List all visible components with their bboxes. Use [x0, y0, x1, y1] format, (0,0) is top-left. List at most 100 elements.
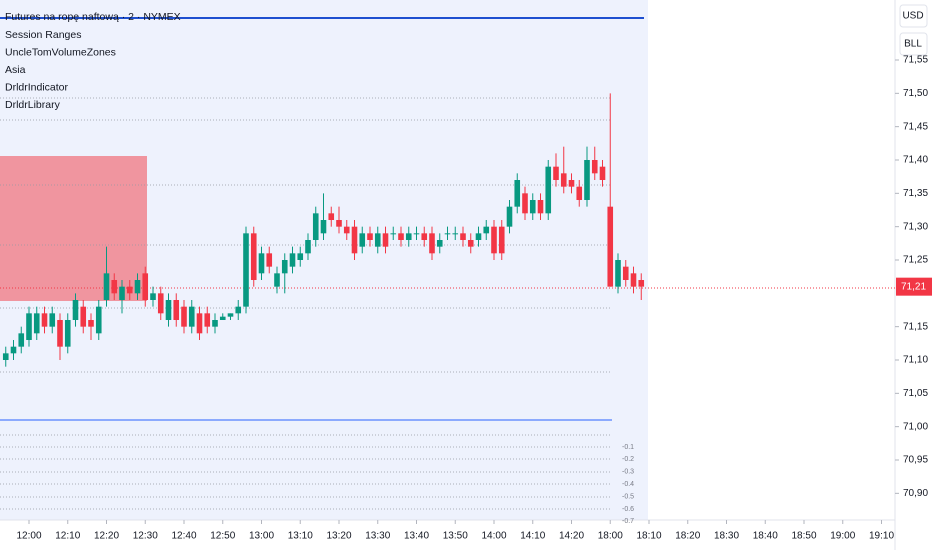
unit-button-label[interactable]: BLL	[904, 39, 922, 50]
x-tick-label: 18:10	[636, 531, 661, 542]
x-tick-label: 14:20	[559, 531, 584, 542]
candle-body	[134, 280, 141, 294]
x-tick-label: 14:10	[520, 531, 545, 542]
oscillator-label: -0.5	[622, 493, 634, 500]
y-tick-label: 71,25	[903, 255, 928, 266]
candle-body	[560, 173, 567, 187]
candle-body	[529, 200, 536, 214]
candle-body	[630, 273, 637, 287]
chart-title: Futures na ropę naftową · 2 · NYMEX	[5, 11, 181, 23]
candle-body	[398, 233, 404, 240]
x-tick-label: 18:50	[791, 531, 816, 542]
candle-body	[33, 313, 40, 334]
indicator-name: DrldrLibrary	[5, 99, 61, 111]
candle-body	[382, 233, 389, 247]
candle-body	[374, 233, 381, 247]
candle-body	[429, 233, 435, 254]
candle-body	[188, 306, 195, 327]
last-price-label: 71,21	[901, 281, 926, 292]
candle-body	[491, 226, 497, 254]
candle-body	[88, 320, 94, 327]
y-tick-label: 71,45	[903, 121, 928, 132]
candle-body	[506, 206, 513, 227]
indicator-name: UncleTomVolumeZones	[5, 46, 116, 58]
candle-body	[568, 180, 575, 187]
oscillator-label: -0.7	[622, 518, 634, 525]
candle-body	[615, 260, 621, 287]
indicator-name: DrldrIndicator	[5, 81, 69, 93]
candle-body	[421, 233, 428, 240]
candle-body	[111, 280, 118, 294]
candle-body	[545, 166, 552, 214]
candle-body	[258, 253, 265, 274]
currency-button-label[interactable]: USD	[902, 11, 923, 22]
y-tick-label: 71,55	[903, 55, 928, 66]
candle-body	[227, 313, 234, 317]
candle-body	[103, 273, 110, 300]
candle-body	[72, 300, 79, 320]
x-tick-label: 18:30	[714, 531, 739, 542]
candle-body	[95, 306, 102, 334]
y-tick-label: 71,35	[903, 188, 928, 199]
x-tick-label: 13:10	[288, 531, 313, 542]
candle-body	[18, 333, 25, 347]
y-tick-label: 71,00	[903, 421, 928, 432]
candle-body	[181, 306, 187, 327]
currency-button[interactable]	[899, 4, 928, 28]
candle-body	[475, 233, 482, 240]
candle-body	[460, 233, 466, 240]
candle-body	[622, 266, 629, 280]
oscillator-label: -0.1	[622, 444, 634, 451]
candle-body	[10, 346, 17, 354]
y-tick-label: 71,40	[903, 155, 928, 166]
candle-body	[41, 313, 48, 327]
x-tick-label: 12:30	[133, 531, 158, 542]
candle-body	[142, 273, 149, 300]
unit-button[interactable]	[899, 32, 928, 56]
candle-body	[537, 200, 544, 214]
oscillator-label: -0.4	[622, 481, 634, 488]
x-tick-label: 18:20	[675, 531, 700, 542]
x-tick-label: 13:20	[326, 531, 351, 542]
candle-body	[173, 300, 180, 320]
y-tick-label: 70,95	[903, 455, 928, 466]
candle-body	[584, 160, 590, 200]
candle-body	[607, 206, 614, 287]
candle-body	[289, 253, 296, 267]
candle-body	[196, 313, 203, 334]
candle-body	[359, 233, 366, 247]
candle-body	[157, 293, 164, 314]
candle-body	[638, 280, 645, 287]
candle-body	[26, 313, 32, 340]
candle-body	[591, 160, 598, 174]
candle-body	[498, 226, 505, 254]
candle-body	[320, 220, 327, 234]
candle-body	[274, 273, 280, 287]
y-tick-label: 71,05	[903, 388, 928, 399]
candle-body	[336, 220, 342, 227]
candle-body	[367, 233, 373, 240]
x-tick-label: 13:00	[249, 531, 274, 542]
candle-body	[413, 233, 420, 235]
volume-zone	[0, 156, 147, 301]
candle-body	[2, 353, 9, 360]
candle-body	[281, 260, 288, 274]
indicator-name: Asia	[5, 64, 26, 76]
candle-body	[80, 306, 87, 327]
x-tick-label: 14:00	[481, 531, 506, 542]
oscillator-label: -0.3	[622, 469, 634, 476]
candle-body	[165, 300, 172, 320]
candle-body	[266, 253, 273, 267]
x-tick-label: 12:50	[210, 531, 235, 542]
oscillator-label: -0.6	[622, 506, 634, 513]
candle-body	[452, 233, 459, 235]
oscillator-label: -0.2	[622, 456, 634, 463]
x-tick-label: 12:20	[94, 531, 119, 542]
candle-body	[219, 316, 226, 320]
candle-body	[576, 186, 583, 200]
candle-body	[235, 306, 242, 314]
candle-body	[514, 180, 521, 207]
x-tick-label: 12:40	[171, 531, 196, 542]
level-lines	[0, 97, 612, 510]
x-tick-label: 19:10	[869, 531, 894, 542]
